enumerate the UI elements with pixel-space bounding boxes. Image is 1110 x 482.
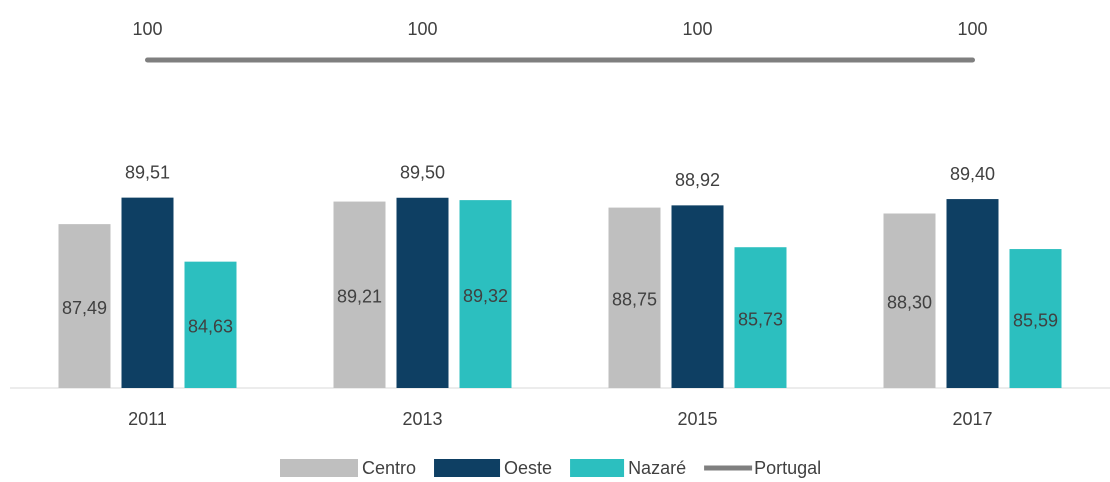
- data-label: 89,40: [950, 164, 995, 184]
- x-tick-label: 2017: [952, 409, 992, 429]
- bar: [58, 224, 111, 388]
- bar: [946, 199, 999, 388]
- bar: [333, 201, 386, 388]
- bar: [121, 197, 174, 388]
- x-tick-label: 2013: [402, 409, 442, 429]
- legend-swatch: [570, 459, 625, 477]
- data-label: 100: [682, 19, 712, 39]
- x-tick-label: 2015: [677, 409, 717, 429]
- bar: [671, 205, 724, 388]
- legend-label: Nazaré: [628, 458, 686, 478]
- data-label: 89,21: [337, 287, 382, 307]
- data-label: 100: [132, 19, 162, 39]
- bar: [1009, 249, 1062, 388]
- bar: [459, 200, 512, 388]
- legend-swatch: [280, 459, 358, 477]
- data-label: 85,73: [738, 309, 783, 329]
- bar: [883, 213, 936, 388]
- data-label: 87,49: [62, 298, 107, 318]
- bar: [734, 247, 787, 388]
- data-label: 89,32: [463, 286, 508, 306]
- data-label: 88,75: [612, 290, 657, 310]
- legend-label: Portugal: [754, 458, 821, 478]
- legend-label: Centro: [362, 458, 416, 478]
- legend-swatch: [434, 459, 501, 477]
- x-tick-label: 2011: [128, 409, 167, 429]
- data-label: 88,92: [675, 170, 720, 190]
- bar: [608, 207, 661, 388]
- data-label: 89,50: [400, 163, 445, 183]
- data-label: 100: [957, 19, 987, 39]
- bar: [184, 261, 237, 388]
- data-label: 89,51: [125, 162, 170, 182]
- legend-label: Oeste: [504, 458, 552, 478]
- data-label: 88,30: [887, 293, 932, 313]
- data-label: 100: [407, 19, 437, 39]
- data-label: 85,59: [1013, 310, 1058, 330]
- bar: [396, 197, 449, 388]
- data-label: 84,63: [188, 317, 233, 337]
